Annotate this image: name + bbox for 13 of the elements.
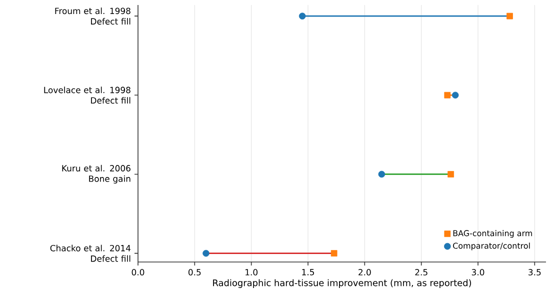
y-tick-label: Chacko et al. 2014 Defect fill [50, 244, 130, 262]
x-tick-label: 1.5 [302, 269, 314, 276]
y-tick-label: Kuru et al. 2006 Bone gain [62, 164, 130, 184]
x-tick-label: 0.0 [132, 269, 144, 276]
y-tick-label: Froum et al. 1998 Defect fill [55, 8, 130, 25]
y-tick-label: Lovelace et al. 1998 Defect fill [44, 86, 130, 104]
x-tick-label: 1.0 [246, 269, 258, 276]
x-axis-title: Radiographic hard-tissue improvement (mm, as reported) [213, 279, 472, 288]
x-tick-label: 0.5 [188, 269, 201, 276]
x-tick-label: 3.5 [528, 269, 541, 276]
x-tick-label: 2.0 [358, 269, 371, 276]
x-tick-label: 2.5 [415, 269, 428, 276]
x-tick-label: 3.0 [472, 269, 484, 276]
